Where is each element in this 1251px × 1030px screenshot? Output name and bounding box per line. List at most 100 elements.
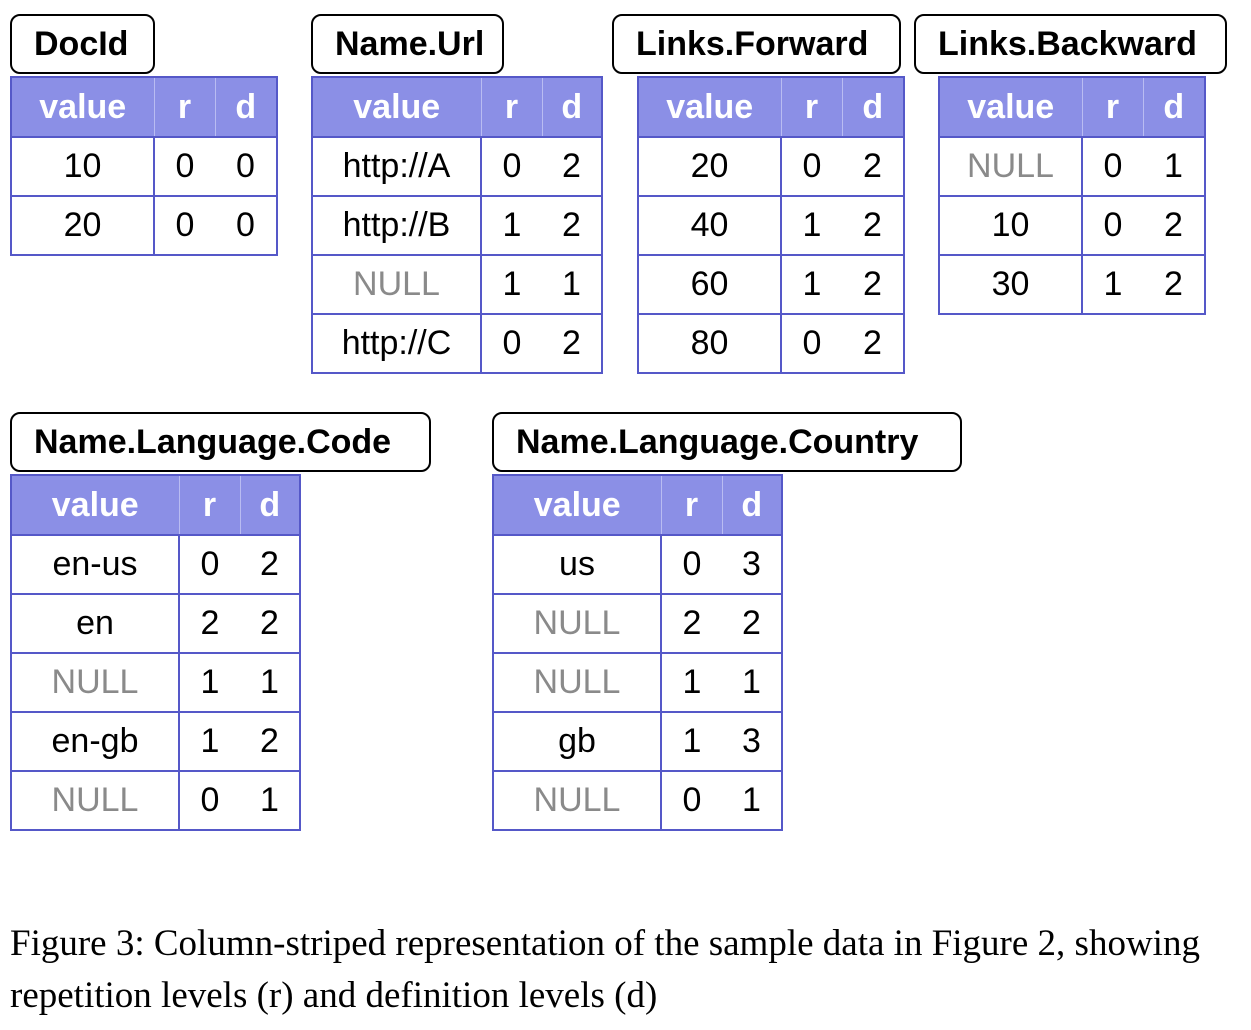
value-cell: 10 xyxy=(10,136,155,197)
repetition-level-cell: 1 xyxy=(780,254,842,315)
definition-level-cell: 2 xyxy=(240,534,301,595)
definition-level-cell: 2 xyxy=(240,711,301,772)
repetition-level-cell: 0 xyxy=(480,136,542,197)
definition-level-cell: 1 xyxy=(542,254,603,315)
repetition-level-cell: 1 xyxy=(480,254,542,315)
table-row: en-us 0 2 xyxy=(10,534,301,595)
table-row: NULL 1 1 xyxy=(311,254,603,315)
column-header-r: r xyxy=(154,76,216,138)
column-header-d: d xyxy=(542,76,603,138)
value-cell: http://C xyxy=(311,313,482,374)
column-table-name-language-code: value r d en-us 0 2 en 2 2 NULL 1 1 en-gb 1 2 NULL 0 1 xyxy=(10,474,301,831)
table-row: 20 0 2 xyxy=(637,136,905,197)
definition-level-cell: 3 xyxy=(722,711,783,772)
table-row: NULL 1 1 xyxy=(492,652,783,713)
column-table-links-forward: value r d 20 0 2 40 1 2 60 1 2 80 0 2 xyxy=(637,76,905,374)
null-value-cell: NULL xyxy=(311,254,482,315)
column-header-r: r xyxy=(179,474,241,536)
column-header-d: d xyxy=(240,474,301,536)
repetition-level-cell: 0 xyxy=(178,534,240,595)
repetition-level-cell: 0 xyxy=(660,534,722,595)
repetition-level-cell: 1 xyxy=(660,711,722,772)
column-header-value: value xyxy=(938,76,1083,138)
column-header-d: d xyxy=(215,76,278,138)
table-row: en 2 2 xyxy=(10,593,301,654)
repetition-level-cell: 0 xyxy=(660,770,722,831)
column-table-docid: value r d 10 0 0 20 0 0 xyxy=(10,76,278,256)
definition-level-cell: 1 xyxy=(1143,136,1206,197)
definition-level-cell: 2 xyxy=(842,136,905,197)
repetition-level-cell: 0 xyxy=(178,770,240,831)
column-header-value: value xyxy=(10,76,155,138)
column-header-d: d xyxy=(1143,76,1206,138)
table-row: en-gb 1 2 xyxy=(10,711,301,772)
definition-level-cell: 2 xyxy=(722,593,783,654)
value-cell: 40 xyxy=(637,195,782,256)
column-title-name-language-code: Name.Language.Code xyxy=(10,412,431,472)
column-table-name-language-country: value r d us 0 3 NULL 2 2 NULL 1 1 gb 1 3 NULL 0 1 xyxy=(492,474,783,831)
value-cell: en-gb xyxy=(10,711,180,772)
column-header-value: value xyxy=(492,474,662,536)
value-cell: 20 xyxy=(637,136,782,197)
table-row: http://C 0 2 xyxy=(311,313,603,374)
column-title-links-forward: Links.Forward xyxy=(612,14,901,74)
table-header-row: value r d xyxy=(10,474,301,536)
definition-level-cell: 2 xyxy=(1143,254,1206,315)
repetition-level-cell: 1 xyxy=(178,652,240,713)
value-cell: 20 xyxy=(10,195,155,256)
column-header-r: r xyxy=(661,474,723,536)
value-cell: en-us xyxy=(10,534,180,595)
table-header-row: value r d xyxy=(492,474,783,536)
definition-level-cell: 2 xyxy=(542,195,603,256)
table-row: us 0 3 xyxy=(492,534,783,595)
repetition-level-cell: 0 xyxy=(780,136,842,197)
column-header-d: d xyxy=(842,76,905,138)
column-header-value: value xyxy=(637,76,782,138)
table-row: http://B 1 2 xyxy=(311,195,603,256)
definition-level-cell: 2 xyxy=(542,313,603,374)
null-value-cell: NULL xyxy=(492,770,662,831)
repetition-level-cell: 1 xyxy=(178,711,240,772)
null-value-cell: NULL xyxy=(938,136,1083,197)
column-header-d: d xyxy=(722,474,783,536)
table-header-row: value r d xyxy=(311,76,603,138)
repetition-level-cell: 1 xyxy=(780,195,842,256)
repetition-level-cell: 0 xyxy=(780,313,842,374)
table-header-row: value r d xyxy=(637,76,905,138)
repetition-level-cell: 0 xyxy=(480,313,542,374)
table-row: 20 0 0 xyxy=(10,195,278,256)
table-row: 60 1 2 xyxy=(637,254,905,315)
definition-level-cell: 1 xyxy=(240,770,301,831)
table-row: 30 1 2 xyxy=(938,254,1206,315)
definition-level-cell: 1 xyxy=(722,770,783,831)
value-cell: http://B xyxy=(311,195,482,256)
table-row: 10 0 0 xyxy=(10,136,278,197)
column-header-value: value xyxy=(10,474,180,536)
definition-level-cell: 2 xyxy=(842,195,905,256)
column-title-docid: DocId xyxy=(10,14,155,74)
null-value-cell: NULL xyxy=(492,593,662,654)
value-cell: en xyxy=(10,593,180,654)
table-row: http://A 0 2 xyxy=(311,136,603,197)
value-cell: gb xyxy=(492,711,662,772)
table-row: 40 1 2 xyxy=(637,195,905,256)
definition-level-cell: 2 xyxy=(240,593,301,654)
column-header-r: r xyxy=(781,76,843,138)
definition-level-cell: 3 xyxy=(722,534,783,595)
table-row: 10 0 2 xyxy=(938,195,1206,256)
column-table-links-backward: value r d NULL 0 1 10 0 2 30 1 2 xyxy=(938,76,1206,315)
column-header-value: value xyxy=(311,76,482,138)
definition-level-cell: 0 xyxy=(215,195,278,256)
repetition-level-cell: 1 xyxy=(480,195,542,256)
definition-level-cell: 2 xyxy=(542,136,603,197)
value-cell: 30 xyxy=(938,254,1083,315)
table-row: NULL 0 1 xyxy=(10,770,301,831)
column-header-r: r xyxy=(481,76,543,138)
column-title-name-language-country: Name.Language.Country xyxy=(492,412,962,472)
repetition-level-cell: 1 xyxy=(660,652,722,713)
value-cell: us xyxy=(492,534,662,595)
repetition-level-cell: 0 xyxy=(1081,136,1143,197)
definition-level-cell: 1 xyxy=(722,652,783,713)
column-title-name-url: Name.Url xyxy=(311,14,504,74)
table-row: NULL 0 1 xyxy=(938,136,1206,197)
